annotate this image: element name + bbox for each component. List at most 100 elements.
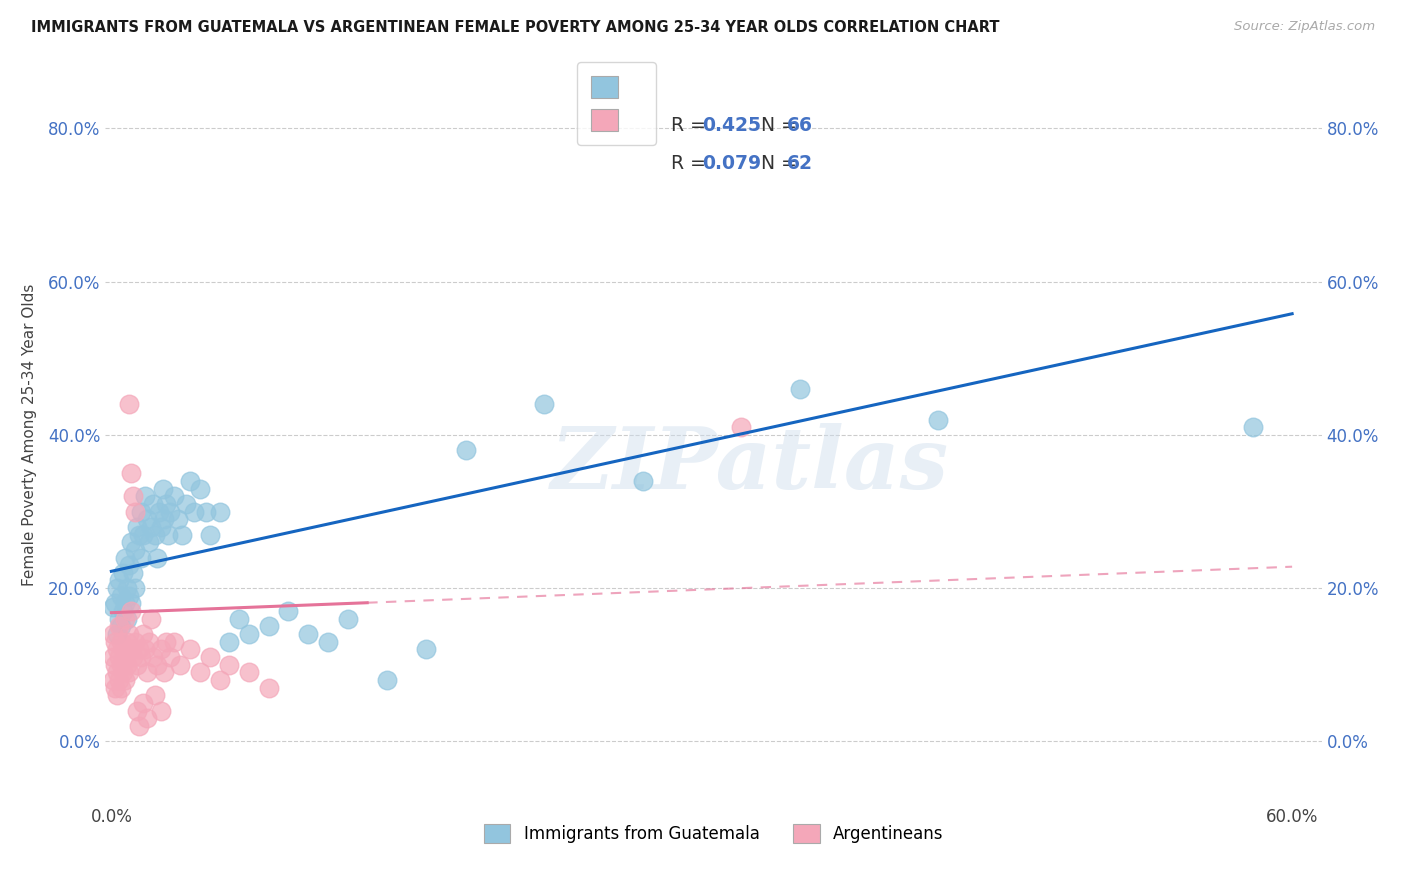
Point (118, 627, 141, 641)
Point (120, 597, 142, 611)
Point (138, 535, 160, 549)
Point (120, 535, 142, 549)
Point (104, 657, 127, 672)
Point (112, 642, 135, 657)
Point (143, 689, 166, 703)
Point (105, 581, 128, 595)
Point (114, 650, 136, 665)
Point (114, 597, 136, 611)
Point (128, 527, 150, 541)
Point (149, 520, 172, 534)
Point (142, 497, 165, 511)
Point (188, 665, 211, 680)
Text: R =: R = (672, 154, 713, 173)
Point (118, 665, 141, 680)
Point (120, 604, 142, 618)
Point (103, 650, 125, 665)
Point (108, 673, 131, 687)
Point (125, 704, 148, 718)
Point (104, 681, 127, 695)
Point (115, 581, 138, 595)
Point (179, 642, 201, 657)
Point (108, 574, 131, 588)
Point (112, 566, 135, 580)
Point (122, 489, 145, 503)
Point (122, 650, 145, 665)
Point (118, 558, 141, 573)
Point (120, 642, 142, 657)
Point (145, 550, 167, 565)
Point (208, 673, 231, 687)
Point (198, 527, 221, 541)
Point (174, 497, 197, 511)
Point (139, 612, 162, 626)
Point (194, 504, 217, 518)
Point (112, 604, 135, 618)
Point (110, 589, 132, 603)
Point (148, 504, 170, 518)
Point (132, 627, 155, 641)
Point (135, 512, 157, 526)
Point (139, 520, 162, 534)
Point (115, 612, 138, 626)
Point (112, 665, 135, 680)
Point (124, 542, 146, 557)
Point (533, 397, 555, 411)
Text: N =: N = (749, 116, 803, 135)
Point (114, 612, 136, 626)
Point (238, 665, 260, 680)
Point (198, 650, 221, 665)
Point (104, 635, 127, 649)
Point (118, 589, 141, 603)
Point (163, 489, 186, 503)
Point (183, 504, 205, 518)
Point (138, 635, 160, 649)
Point (172, 527, 194, 541)
Text: ZIPatlas: ZIPatlas (551, 423, 949, 506)
Text: 62: 62 (787, 154, 813, 173)
Point (153, 665, 176, 680)
Point (155, 497, 177, 511)
Point (103, 673, 125, 687)
Point (143, 527, 166, 541)
Point (103, 627, 125, 641)
Point (134, 489, 156, 503)
Point (122, 566, 145, 580)
Point (115, 635, 138, 649)
Point (316, 635, 339, 649)
Point (145, 657, 167, 672)
Point (114, 673, 136, 687)
Point (159, 650, 181, 665)
Point (208, 504, 231, 518)
Point (128, 642, 150, 657)
Text: Source: ZipAtlas.com: Source: ZipAtlas.com (1234, 20, 1375, 33)
Point (132, 696, 155, 710)
Text: 0.425: 0.425 (703, 116, 762, 135)
Point (375, 673, 398, 687)
Point (105, 642, 128, 657)
Point (108, 650, 131, 665)
Point (277, 604, 299, 618)
Legend: Immigrants from Guatemala, Argentineans: Immigrants from Guatemala, Argentineans (477, 817, 950, 850)
Point (149, 704, 172, 718)
Point (110, 657, 132, 672)
Point (110, 635, 132, 649)
Point (110, 619, 132, 633)
Point (631, 474, 654, 488)
Point (118, 397, 141, 411)
Point (228, 612, 250, 626)
Point (927, 412, 949, 426)
Point (257, 681, 280, 695)
Point (105, 665, 128, 680)
Point (129, 650, 152, 665)
Point (179, 474, 201, 488)
Text: 0.079: 0.079 (703, 154, 762, 173)
Point (188, 482, 211, 496)
Point (163, 635, 186, 649)
Point (115, 657, 138, 672)
Point (257, 619, 280, 633)
Point (157, 527, 180, 541)
Text: IMMIGRANTS FROM GUATEMALA VS ARGENTINEAN FEMALE POVERTY AMONG 25-34 YEAR OLDS CO: IMMIGRANTS FROM GUATEMALA VS ARGENTINEAN… (31, 20, 1000, 35)
Point (218, 635, 240, 649)
Text: 66: 66 (787, 116, 813, 135)
